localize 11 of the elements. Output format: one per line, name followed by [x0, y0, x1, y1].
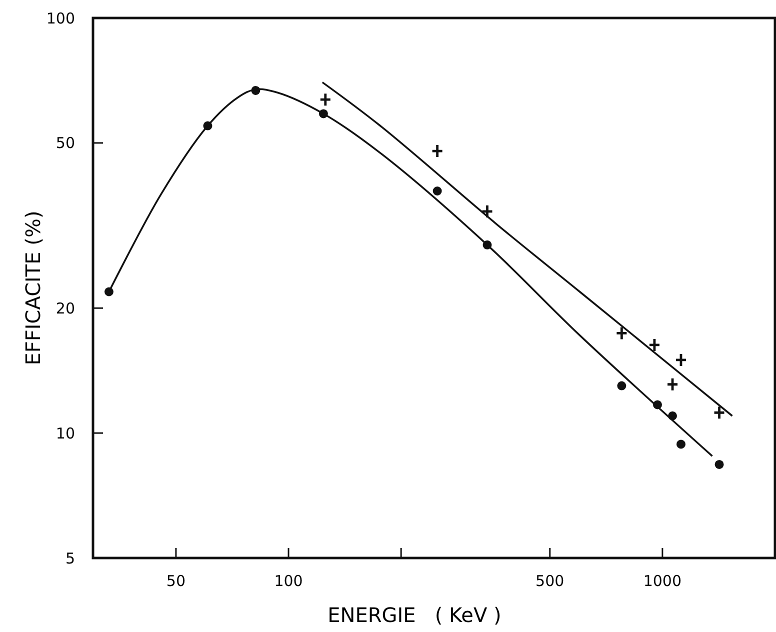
x-tick-label: 100	[274, 572, 303, 590]
x-tick-label: 500	[536, 572, 564, 590]
x-tick-label: 1000	[643, 572, 682, 590]
y-tick-label: 50	[56, 134, 75, 152]
y-tick-label: 20	[56, 299, 75, 318]
y-axis-title: EFFICACITE (%)	[21, 210, 45, 366]
y-tick-label: 10	[56, 424, 75, 442]
x-axis-title: ENERGIE ( KeV )	[328, 603, 502, 627]
x-tick-label: 50	[166, 572, 186, 590]
y-tick-label: 5	[65, 549, 75, 568]
y-tick-label: 100	[46, 9, 75, 28]
